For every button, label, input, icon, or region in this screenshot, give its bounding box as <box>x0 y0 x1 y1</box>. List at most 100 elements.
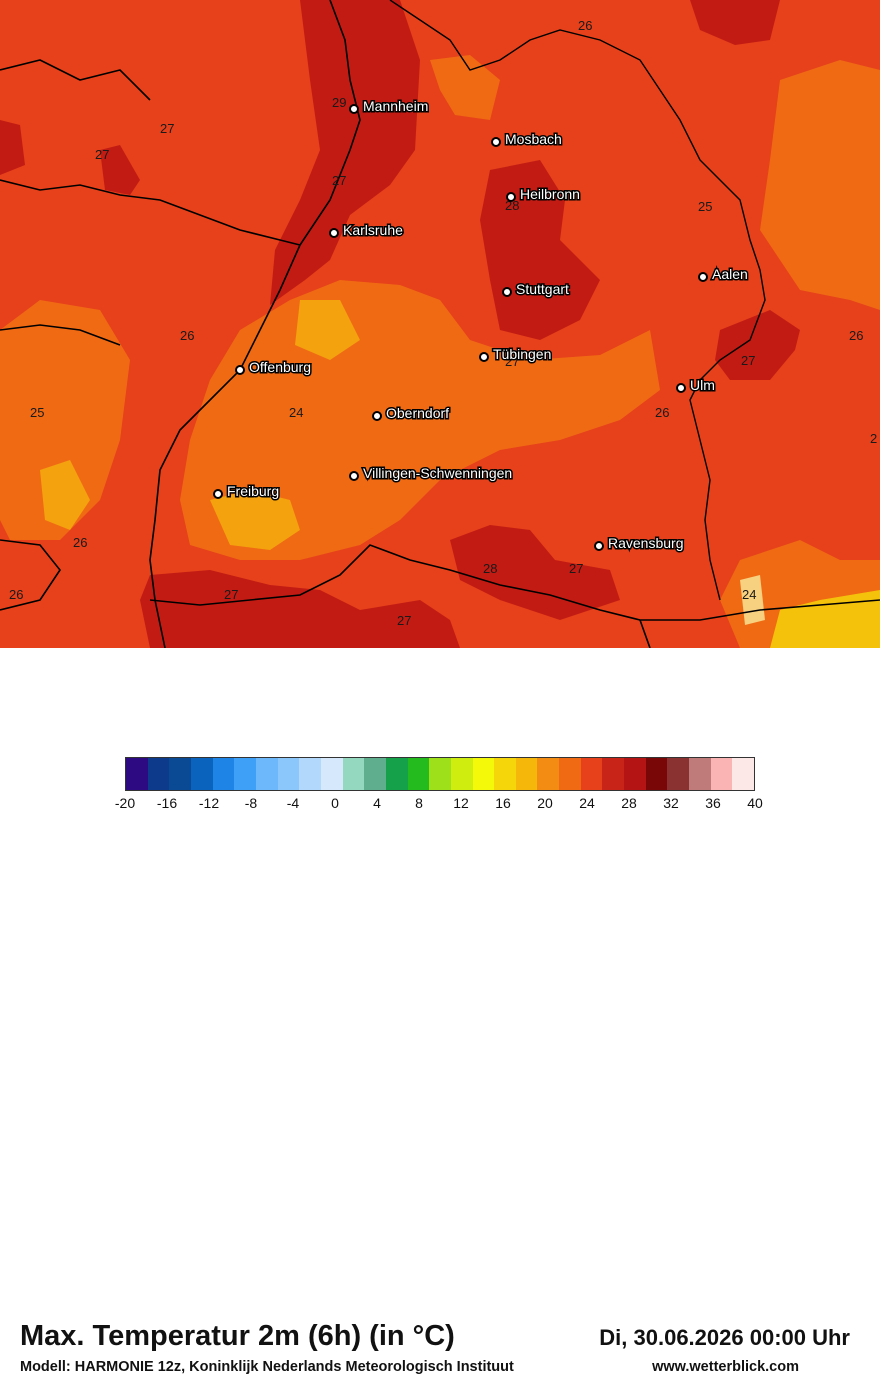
city-karlsruhe[interactable]: Karlsruhe <box>329 221 405 240</box>
city-label: Mannheim <box>363 98 428 114</box>
color-scale-swatch <box>126 758 148 790</box>
city-stuttgart[interactable]: Stuttgart <box>502 280 571 299</box>
isotherm-label: 27 <box>95 147 109 162</box>
isotherm-label: 25 <box>30 405 44 420</box>
city-dot <box>594 541 604 551</box>
color-scale-swatch <box>342 758 365 790</box>
color-scale-swatch <box>255 758 278 790</box>
isotherm-label: 28 <box>483 561 497 576</box>
color-scale-swatch <box>472 758 495 790</box>
cool-region-east <box>760 60 880 310</box>
color-scale-swatch <box>190 758 213 790</box>
warm-region-south-border <box>140 570 460 648</box>
cool-patch-west <box>40 460 90 530</box>
city-label: Stuttgart <box>516 281 569 297</box>
color-scale-swatch <box>580 758 603 790</box>
color-scale-swatch <box>624 758 646 790</box>
city-label: Mosbach <box>505 131 562 147</box>
color-scale-swatch <box>689 758 711 790</box>
city-label: Freiburg <box>227 483 279 499</box>
color-scale-tick-label: -8 <box>244 795 258 811</box>
city-heilbronn[interactable]: Heilbronn <box>506 185 581 204</box>
warm-region-west-edge <box>0 120 25 175</box>
city-villingen-schwenningen[interactable]: Villingen-Schwenningen <box>349 464 514 483</box>
city-dot <box>698 272 708 282</box>
isotherm-label: 26 <box>655 405 669 420</box>
cool-patch-offenburg <box>295 300 360 360</box>
city-dot <box>479 352 489 362</box>
isotherm-label: 26 <box>849 328 863 343</box>
warm-region-vosges <box>100 145 140 195</box>
isotherm-label: 25 <box>698 199 712 214</box>
city-label: Offenburg <box>249 359 311 375</box>
color-scale-swatch <box>407 758 430 790</box>
city-aalen[interactable]: Aalen <box>698 265 749 284</box>
color-scale-tick-label: 24 <box>579 795 595 811</box>
cool-patch-southeast <box>770 590 880 648</box>
cool-patch-freiburg <box>210 490 300 550</box>
isotherm-label: 27 <box>224 587 238 602</box>
color-scale-swatch <box>234 758 256 790</box>
isotherm-label: 27 <box>505 354 519 369</box>
city-label: Ravensburg <box>608 535 684 551</box>
isotherm-label: 26 <box>9 587 23 602</box>
city-dot <box>213 489 223 499</box>
color-scale-swatch <box>212 758 235 790</box>
color-scale-tick-label: 4 <box>373 795 381 811</box>
color-scale-swatch <box>537 758 560 790</box>
city-dot <box>491 137 501 147</box>
isotherm-label: 24 <box>742 587 756 602</box>
isotherm-label: 26 <box>73 535 87 550</box>
color-scale-tick-label: 36 <box>705 795 721 811</box>
city-dot <box>372 411 382 421</box>
color-scale-swatch <box>429 758 451 790</box>
color-scale-swatch <box>667 758 690 790</box>
city-label: Tübingen <box>493 346 551 362</box>
isotherm-label: 26 <box>578 18 592 33</box>
city-label: Villingen-Schwenningen <box>363 465 512 481</box>
color-scale-swatch <box>602 758 625 790</box>
color-scale-swatch <box>645 758 668 790</box>
color-scale-tick-label: -20 <box>114 795 136 811</box>
isotherm-label: 26 <box>180 328 194 343</box>
color-scale-swatch <box>147 758 170 790</box>
city-offenburg[interactable]: Offenburg <box>235 358 313 377</box>
city-mosbach[interactable]: Mosbach <box>491 130 563 149</box>
cool-region-black-forest <box>180 280 660 560</box>
city-label: Ulm <box>690 377 715 393</box>
political-borders <box>0 0 880 648</box>
warm-region-rhine-north <box>270 0 420 305</box>
color-scale-tick-label: 16 <box>495 795 511 811</box>
website-link[interactable]: www.wetterblick.com <box>652 1359 799 1375</box>
color-scale-swatch <box>515 758 538 790</box>
city-label: Heilbronn <box>520 186 580 202</box>
city-dot <box>506 192 516 202</box>
color-scale-tick-label: 40 <box>747 795 763 811</box>
color-scale-swatch <box>320 758 343 790</box>
isotherm-label: 28 <box>505 198 519 213</box>
city-oberndorf[interactable]: Oberndorf <box>372 404 451 423</box>
color-scale-swatch <box>385 758 408 790</box>
color-scale-tick-label: -12 <box>198 795 220 811</box>
isotherm-label: 27 <box>741 353 755 368</box>
color-scale-ticks: -20 -16 -12 -8 -4 0 4 8 12 16 20 24 28 32 36 40 <box>115 795 763 815</box>
isotherm-label: 27 <box>160 121 174 136</box>
color-scale-swatch <box>732 758 755 790</box>
isotherm-label: 27 <box>569 561 583 576</box>
city-dot <box>502 287 512 297</box>
city-tuebingen[interactable]: Tübingen <box>479 345 553 364</box>
color-scale-tick-label: 20 <box>537 795 553 811</box>
city-mannheim[interactable]: Mannheim <box>349 97 430 116</box>
city-freiburg[interactable]: Freiburg <box>213 482 281 501</box>
isotherm-label: 2 <box>870 431 877 446</box>
warm-region-aalen-east <box>715 310 800 380</box>
city-ulm[interactable]: Ulm <box>676 376 716 395</box>
city-dot <box>349 471 359 481</box>
color-scale-swatch <box>169 758 191 790</box>
color-scale-tick-label: -4 <box>286 795 300 811</box>
city-ravensburg[interactable]: Ravensburg <box>594 534 685 553</box>
color-scale-tick-label: 32 <box>663 795 679 811</box>
forecast-datetime: Di, 30.06.2026 00:00 Uhr <box>599 1325 850 1350</box>
temperature-map[interactable]: 26 29 27 27 27 28 25 26 26 27 27 25 24 2… <box>0 0 880 648</box>
city-label: Aalen <box>712 266 748 282</box>
